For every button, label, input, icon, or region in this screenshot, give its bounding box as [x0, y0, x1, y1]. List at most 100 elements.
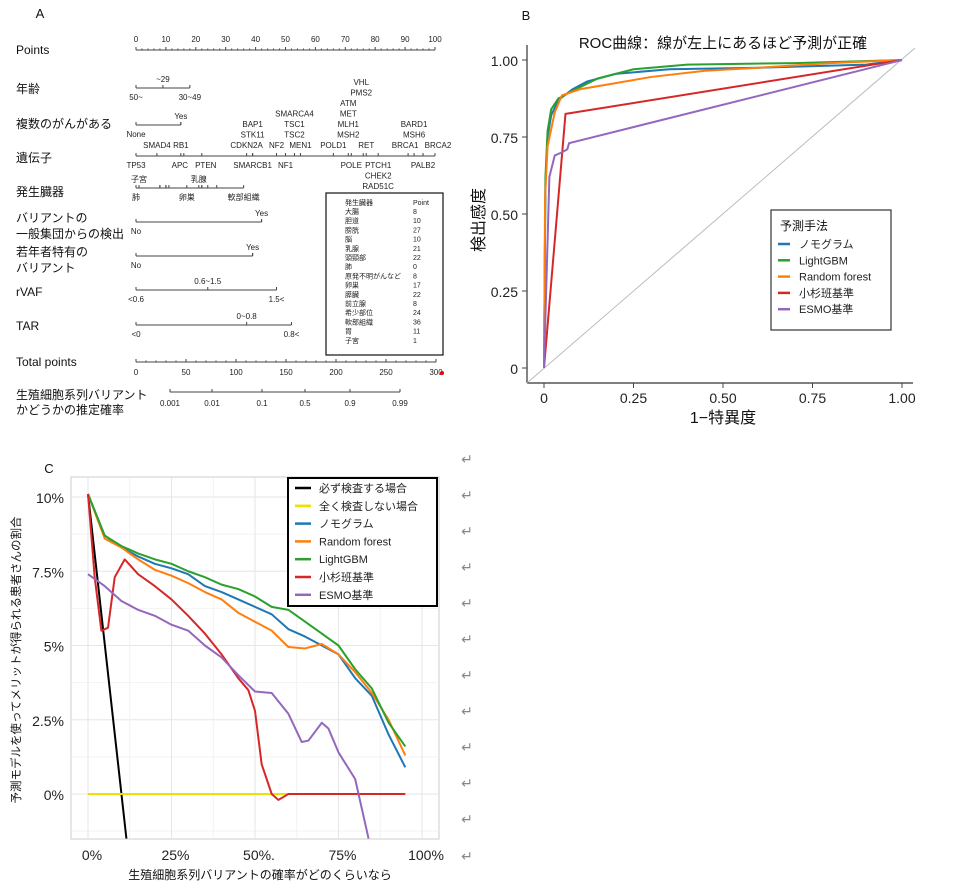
- organ-table-point: 1: [413, 338, 417, 345]
- roc-legend-label: ESMO基準: [799, 302, 853, 316]
- red-dot-marker: [440, 371, 444, 375]
- variant_general-level-label: No: [131, 227, 142, 236]
- gene-label-stk11: STK11: [241, 131, 265, 140]
- gene-label-msh2: MSH2: [337, 131, 360, 140]
- gene-label-nf1: NF1: [278, 161, 294, 170]
- roc-y-tick-label: 0.75: [491, 130, 518, 146]
- dca-x-tick-label: 75%: [328, 847, 356, 863]
- points-tick-label: 0: [134, 35, 139, 44]
- organ-table-organ: 原発不明がんなど: [345, 271, 401, 280]
- roc-x-tick-label: 0: [540, 390, 548, 406]
- dca-y-tick-label: 10%: [36, 490, 64, 506]
- dca-legend-label: ノモグラム: [319, 517, 374, 531]
- dca-x-tick-label: 100%: [408, 847, 444, 863]
- organ-table-organ: 脳: [345, 235, 352, 244]
- probability-tick-label: 0.5: [299, 399, 311, 408]
- total-points-tick-label: 100: [229, 368, 243, 377]
- roc-y-tick-label: 0.50: [491, 207, 518, 223]
- young-level-label: Yes: [246, 243, 259, 252]
- gene-label-nf2: NF2: [269, 141, 285, 150]
- points-tick-label: 60: [311, 35, 320, 44]
- roc-y-axis-label: 検出感度: [470, 188, 488, 252]
- dca-y-tick-label: 7.5%: [32, 564, 64, 580]
- roc-x-tick-label: 1.00: [888, 390, 915, 406]
- dca-legend-label: ESMO基準: [319, 588, 373, 602]
- row-label-rvaf: rVAF: [16, 285, 42, 299]
- roc-legend-title: 予測手法: [780, 219, 828, 233]
- organ-table-organ: 大腸: [345, 207, 359, 216]
- rvaf-level-label: 1.5<: [269, 295, 285, 304]
- rvaf-level-label: 0.6~1.5: [194, 277, 221, 286]
- points-tick-label: 80: [371, 35, 380, 44]
- dca-curve-4: [87, 493, 407, 748]
- row-label-age: 年齢: [16, 81, 40, 96]
- organ-table-point: 21: [413, 246, 421, 253]
- roc-legend-label: LightGBM: [799, 255, 848, 267]
- dca-y-tick-label: 2.5%: [32, 713, 64, 729]
- dca-x-axis-label: 生殖細胞系列バリアントの確率がどのくらいなら: [128, 867, 392, 882]
- age-level-label: ~29: [156, 75, 170, 84]
- dca-y-tick-label: 5%: [44, 639, 64, 655]
- organ-table-organ: 頭頸部: [345, 253, 366, 262]
- organ-level-label: 卵巣: [179, 192, 195, 202]
- row-label-total-points: Total points: [16, 355, 77, 369]
- gene-label-rb1: RB1: [173, 141, 189, 150]
- tar-level-label: <0: [131, 330, 141, 339]
- points-tick-label: 30: [221, 35, 230, 44]
- tar-level-label: 0.8<: [284, 330, 300, 339]
- gene-label-pold1: POLD1: [320, 141, 347, 150]
- gene-label-msh6: MSH6: [403, 131, 426, 140]
- points-tick-label: 90: [401, 35, 410, 44]
- dca-x-tick-label: 0%: [82, 847, 102, 863]
- gene-label-tsc1: TSC1: [284, 120, 305, 129]
- dca-x-tick-label: 25%: [161, 847, 189, 863]
- roc-y-tick-label: 0: [510, 361, 518, 377]
- row-label-points: Points: [16, 43, 49, 57]
- organ-table-point: 22: [413, 292, 421, 299]
- total-points-tick-label: 50: [182, 368, 191, 377]
- points-tick-label: 10: [161, 35, 170, 44]
- probability-tick-label: 0.01: [204, 399, 220, 408]
- organ-table-organ: 胆道: [345, 216, 359, 225]
- gene-label-tp53: TP53: [126, 161, 146, 170]
- row-label-variant-general: バリアントの: [16, 211, 88, 225]
- gene-label-smad4: SMAD4: [143, 141, 171, 150]
- organ-table-organ: 肺: [345, 263, 352, 271]
- points-tick-label: 70: [341, 35, 350, 44]
- points-tick-label: 50: [281, 35, 290, 44]
- roc-title: ROC曲線：線が左上にあるほど予測が正確: [579, 35, 867, 52]
- row-label-probability: 生殖細胞系列バリアント: [16, 387, 148, 402]
- paragraph-mark: ↵: [461, 487, 473, 503]
- gene-label-pole: POLE: [341, 161, 362, 170]
- dca-curve-6: [87, 573, 370, 839]
- dca-curve-2: [87, 493, 407, 768]
- gene-label-smarcb1: SMARCB1: [233, 161, 272, 170]
- organ-table-point: 17: [413, 283, 421, 290]
- gene-label-bap1: BAP1: [242, 120, 263, 129]
- organ-table-point: 10: [413, 218, 421, 225]
- row-label-young-2: バリアント: [16, 261, 76, 275]
- roc-legend-label: ノモグラム: [799, 237, 854, 251]
- young-level-label: No: [131, 261, 142, 270]
- dca-curve-5: [87, 493, 406, 801]
- gene-label-pms2: PMS2: [350, 89, 372, 98]
- organ-table-header: Point: [413, 200, 429, 207]
- rvaf-level-label: <0.6: [128, 295, 144, 304]
- paragraph-mark: ↵: [461, 703, 473, 719]
- paragraph-mark: ↵: [461, 595, 473, 611]
- dca-x-tick-label: 50%.: [243, 847, 275, 863]
- organ-table-organ: 希少部位: [345, 308, 373, 317]
- total-points-tick-label: 150: [279, 368, 293, 377]
- probability-tick-label: 0.9: [344, 399, 356, 408]
- age-level-label: 30~49: [179, 93, 202, 102]
- total-points-tick-label: 0: [134, 368, 139, 377]
- roc-reference-diagonal: [526, 47, 916, 384]
- gene-label-chek2: CHEK2: [365, 172, 392, 181]
- paragraph-mark: ↵: [461, 451, 473, 467]
- total-points-tick-label: 300: [429, 368, 443, 377]
- paragraph-mark: ↵: [461, 523, 473, 539]
- points-tick-label: 100: [428, 35, 442, 44]
- roc-y-tick-label: 1.00: [491, 53, 518, 69]
- gene-label-cdkn2a: CDKN2A: [230, 141, 263, 150]
